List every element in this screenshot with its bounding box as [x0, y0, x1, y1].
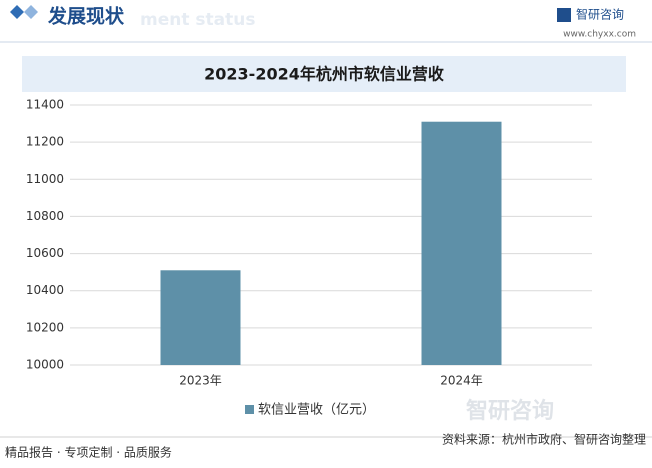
bar: [421, 121, 502, 365]
url: www.chyxx.com: [563, 30, 636, 40]
y-tick-label: 11200: [26, 135, 64, 149]
y-tick-label: 11000: [26, 172, 64, 186]
y-tick-label: 10000: [26, 358, 64, 372]
chart-title: 2023-2024年杭州市软信业营收: [204, 65, 444, 84]
title-band: [22, 56, 626, 92]
y-tick-label: 10600: [26, 246, 64, 260]
legend-swatch: [245, 405, 254, 414]
icon: [24, 5, 38, 19]
brand: 智研咨询: [576, 7, 624, 22]
footer-source: 资料来源：杭州市政府、智研咨询整理: [442, 432, 646, 447]
header-subtitle: ment status: [140, 10, 255, 30]
plot: 10000 10200 10400 10600 10800 11000 11200 11400…: [26, 98, 592, 418]
footer-logo: 智研咨询: [466, 398, 554, 424]
x-tick-label: 2024年: [440, 374, 483, 388]
x-tick-label: 2023年: [179, 374, 222, 388]
header-title: 发展现状: [47, 5, 125, 28]
y-tick-label: 10800: [26, 209, 64, 223]
y-tick-label: 10200: [26, 320, 64, 334]
logo-icon: [557, 8, 571, 22]
legend-label: 软信业营收（亿元）: [258, 403, 375, 418]
icon: [10, 5, 24, 19]
bar: [160, 270, 241, 365]
footer-slogan: 精品报告 · 专项定制 · 品质服务: [5, 445, 172, 460]
y-tick-label: 11400: [26, 98, 64, 112]
y-tick-label: 10400: [26, 283, 64, 297]
